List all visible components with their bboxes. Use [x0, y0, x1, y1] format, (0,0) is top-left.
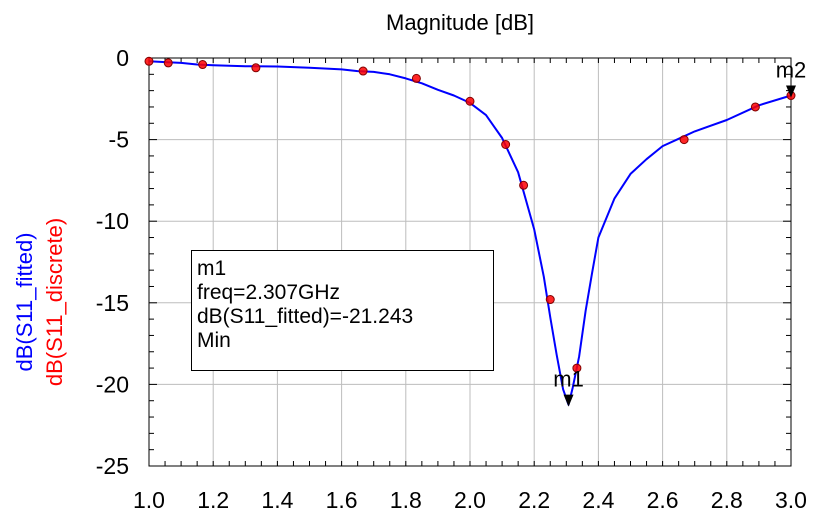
- x-tick-label: 3.0: [775, 487, 807, 513]
- marker-layer: m1 m2: [553, 58, 806, 407]
- y-axis-label: dB(S11_discrete): [42, 218, 67, 386]
- data-point-discrete: [198, 60, 208, 70]
- data-point-discrete: [519, 180, 529, 190]
- data-point-discrete: [358, 66, 368, 76]
- data-point-discrete: [572, 363, 582, 373]
- y-tick-label: -20: [96, 371, 129, 397]
- marker-readout-mode: Min: [197, 329, 231, 352]
- y-tick-labels: 0 -5 -10 -15 -20 -25: [96, 45, 129, 479]
- y-tick-label: -10: [96, 208, 129, 234]
- series-line-fitted: [148, 60, 792, 406]
- x-tick-label: 1.4: [261, 487, 293, 513]
- data-point-discrete: [411, 73, 421, 83]
- chart-title: Magnitude [dB]: [386, 10, 534, 35]
- marker-label: m2: [776, 58, 807, 83]
- marker-readout-value: dB(S11_fitted)=-21.243: [197, 305, 414, 328]
- y-tick-label: -5: [109, 127, 129, 153]
- data-point-discrete: [545, 295, 555, 305]
- data-point-discrete: [465, 96, 475, 106]
- x-tick-label: 2.0: [454, 487, 486, 513]
- marker-triangle: [786, 85, 796, 98]
- data-point-discrete: [501, 139, 511, 149]
- y-tick-label: -15: [96, 290, 129, 316]
- data-point-discrete: [750, 102, 760, 112]
- marker-triangle: [563, 394, 574, 407]
- x-tick-label: 1.2: [197, 487, 229, 513]
- x-tick-label: 2.6: [647, 487, 679, 513]
- x-tick-label: 2.8: [711, 487, 743, 513]
- data-point-discrete: [144, 56, 154, 66]
- x-tick-label: 1.0: [133, 487, 165, 513]
- x-tick-label: 1.6: [326, 487, 358, 513]
- plot-frame: [148, 57, 792, 467]
- marker-readout-box: m1 freq=2.307GHz dB(S11_fitted)=-21.243 …: [191, 250, 494, 371]
- marker-readout-freq: freq=2.307GHz: [197, 281, 341, 304]
- x-tick-labels: 1.0 1.2 1.4 1.6 1.8 2.0 2.2 2.4 2.6 2.8 3.0: [133, 487, 807, 513]
- y-tick-label: 0: [116, 45, 129, 71]
- y-axis-label: dB(S11_fitted): [12, 232, 37, 371]
- series-layer: [144, 56, 796, 406]
- marker-label: m1: [553, 367, 584, 392]
- y-axis-labels: dB(S11_fitted) dB(S11_discrete): [12, 218, 67, 386]
- y-tick-label: -25: [96, 453, 129, 479]
- data-point-discrete: [163, 58, 173, 68]
- data-point-discrete: [251, 63, 261, 73]
- x-tick-label: 1.8: [390, 487, 422, 513]
- marker-readout-name: m1: [197, 257, 227, 280]
- x-tick-label: 2.2: [518, 487, 550, 513]
- x-tick-label: 2.4: [582, 487, 614, 513]
- data-point-discrete: [679, 135, 689, 145]
- minor-ticks: [148, 57, 792, 467]
